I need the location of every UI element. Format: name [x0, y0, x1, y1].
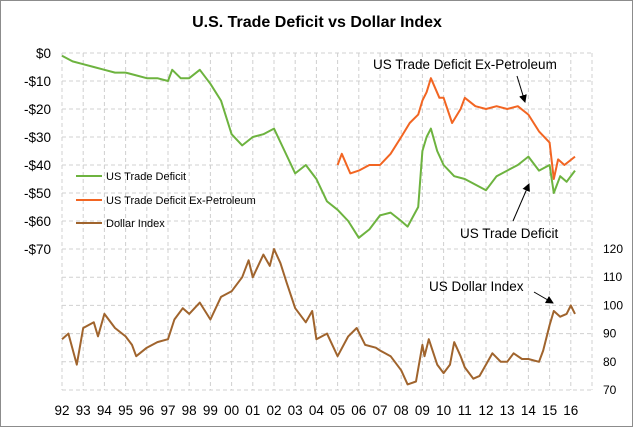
x-tick-label: 00 — [224, 403, 239, 418]
x-tick-label: 12 — [478, 403, 493, 418]
right-axis: 120 110 100 90 80 70 — [603, 242, 623, 397]
x-tick-label: 14 — [521, 403, 537, 418]
x-tick-label: 13 — [500, 403, 515, 418]
left-tick-label: $0 — [36, 46, 51, 61]
left-tick-label: -$70 — [24, 242, 51, 257]
x-tick-label: 93 — [76, 403, 91, 418]
x-tick-label: 04 — [309, 403, 325, 418]
x-tick-label: 05 — [330, 403, 345, 418]
x-tick-label: 99 — [203, 403, 218, 418]
left-tick-label: -$30 — [24, 130, 51, 145]
x-tick-label: 09 — [415, 403, 430, 418]
right-tick-label: 110 — [603, 270, 622, 284]
x-tick-label: 01 — [245, 403, 260, 418]
annotation-arrow-dollar-index — [533, 291, 554, 304]
x-tick-label: 06 — [351, 403, 366, 418]
annotation-trade-deficit: US Trade Deficit — [460, 226, 559, 241]
x-tick-label: 10 — [436, 403, 451, 418]
series-line-dollar-index — [61, 248, 576, 386]
x-tick-label: 07 — [372, 403, 387, 418]
x-tick-label: 98 — [182, 403, 197, 418]
x-tick-label: 97 — [160, 403, 175, 418]
legend-label-ex-petroleum: US Trade Deficit Ex-Petroleum — [106, 195, 256, 207]
annotation-ex-petroleum: US Trade Deficit Ex-Petroleum — [373, 57, 557, 72]
right-tick-label: 100 — [603, 298, 623, 312]
series-line-us-trade-deficit — [61, 54, 576, 239]
annotation-dollar-index: US Dollar Index — [429, 279, 524, 294]
x-tick-label: 96 — [139, 403, 154, 418]
chart-title: U.S. Trade Deficit vs Dollar Index — [192, 14, 442, 31]
right-tick-label: 90 — [603, 327, 617, 341]
x-tick-label: 03 — [288, 403, 303, 418]
x-tick-label: 94 — [97, 403, 113, 418]
x-tick-label: 02 — [266, 403, 281, 418]
series-lines — [61, 54, 576, 386]
right-tick-label: 80 — [603, 355, 617, 369]
legend-label-dollar-index: Dollar Index — [106, 218, 165, 230]
legend: US Trade Deficit US Trade Deficit Ex-Pet… — [76, 171, 256, 230]
right-tick-label: 120 — [603, 242, 623, 256]
left-axis: $0 -$10 -$20 -$30 -$40 -$50 -$60 -$70 — [24, 46, 51, 257]
right-tick-label: 70 — [603, 383, 617, 397]
annotation-arrow-ex-petroleum — [516, 75, 527, 103]
series-line-us-trade-deficit-ex-petroleum — [336, 77, 576, 180]
left-tick-label: -$60 — [24, 214, 51, 229]
gridlines — [61, 52, 593, 391]
left-tick-label: -$10 — [24, 74, 51, 89]
left-tick-label: -$40 — [24, 158, 51, 173]
left-tick-label: -$20 — [24, 102, 51, 117]
x-axis: 92 93 94 95 96 97 98 99 00 01 02 03 04 05 06 07 08 09 10 11… — [54, 403, 578, 418]
left-tick-label: -$50 — [24, 186, 51, 201]
x-tick-label: 15 — [542, 403, 557, 418]
annotation-arrow-trade-deficit — [512, 183, 530, 222]
legend-label-trade-deficit: US Trade Deficit — [106, 171, 186, 183]
x-tick-label: 92 — [54, 403, 69, 418]
x-tick-label: 95 — [118, 403, 133, 418]
x-tick-label: 08 — [394, 403, 409, 418]
x-tick-label: 11 — [458, 403, 472, 418]
x-tick-label: 16 — [563, 403, 578, 418]
